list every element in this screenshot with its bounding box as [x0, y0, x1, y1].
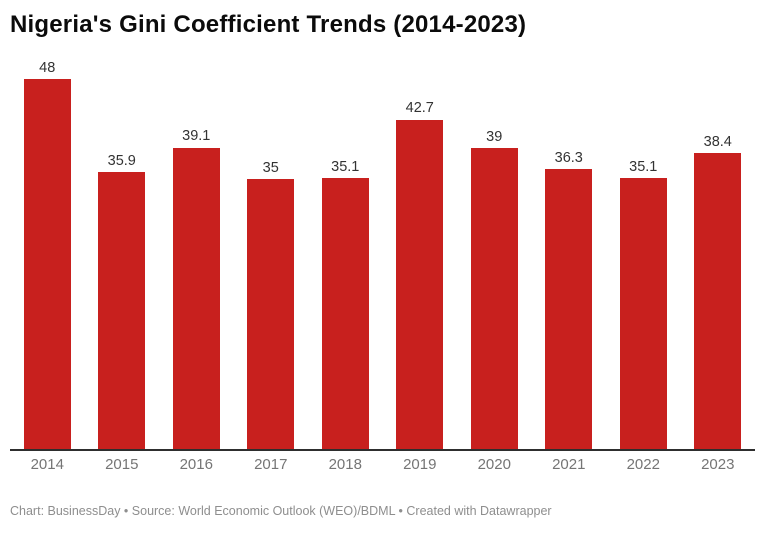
x-tick-2019: 2019: [403, 456, 437, 473]
bar-column-2019: 42.7: [383, 59, 458, 449]
bar-column-2020: 39: [457, 59, 532, 449]
bar-column-2017: 35: [234, 59, 309, 449]
bar-2018: [321, 178, 369, 449]
x-tick-2017: 2017: [254, 456, 288, 473]
x-tick-2014: 2014: [30, 456, 64, 473]
x-tick-2020: 2020: [477, 456, 511, 473]
bar-value-label: 35.1: [629, 158, 658, 175]
bar-value-label: 35.1: [331, 158, 360, 175]
x-tick-2015: 2015: [105, 456, 139, 473]
bar-column-2021: 36.3: [532, 59, 607, 449]
bar-2016: [172, 147, 220, 449]
x-tick-2022: 2022: [626, 456, 660, 473]
x-tick-2016: 2016: [179, 456, 213, 473]
bar-value-label: 39: [486, 128, 503, 145]
bar-column-2023: 38.4: [681, 59, 756, 449]
x-tick-2023: 2023: [701, 456, 735, 473]
bar-column-2022: 35.1: [606, 59, 681, 449]
bar-value-label: 42.7: [405, 100, 434, 117]
bar-2023: [694, 153, 742, 449]
bar-2015: [98, 172, 146, 449]
bar-value-label: 48: [39, 59, 56, 76]
x-axis: 2014 2015 2016 2017 2018 2019 2020 2021 2022 2023: [10, 457, 755, 472]
bar-2017: [247, 179, 295, 449]
bar-2021: [545, 169, 593, 449]
bar-value-label: 39.1: [182, 128, 211, 145]
x-tick-2018: 2018: [328, 456, 362, 473]
bar-value-label: 36.3: [554, 149, 583, 166]
bar-value-label: 35.9: [107, 152, 136, 169]
bar-2019: [396, 119, 444, 449]
bar-value-label: 35: [262, 159, 279, 176]
chart-title: Nigeria's Gini Coefficient Trends (2014-…: [10, 11, 527, 38]
bar-column-2015: 35.9: [85, 59, 160, 449]
bar-2022: [619, 178, 667, 449]
bar-plot-area: 48 35.9 39.1 35 35.1 42.7 39 36.3 35.1 38.4: [10, 59, 755, 451]
bar-value-label: 38.4: [703, 133, 732, 150]
bar-column-2016: 39.1: [159, 59, 234, 449]
attribution-footer: Chart: BusinessDay • Source: World Econo…: [10, 504, 552, 518]
bar-column-2014: 48: [10, 59, 85, 449]
bar-column-2018: 35.1: [308, 59, 383, 449]
x-tick-2021: 2021: [552, 456, 586, 473]
bar-2014: [23, 79, 71, 449]
bar-2020: [470, 148, 518, 449]
